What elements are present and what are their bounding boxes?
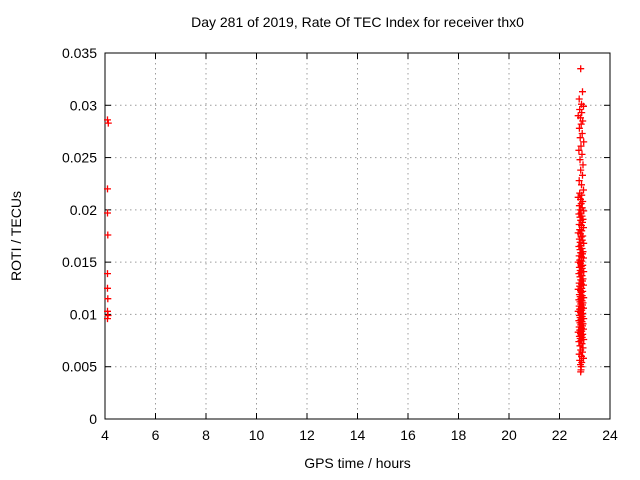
x-tick-label: 4: [101, 427, 109, 443]
y-tick-label: 0.03: [70, 97, 97, 113]
x-tick-label: 20: [501, 427, 517, 443]
y-tick-label: 0.01: [70, 306, 97, 322]
y-tick-label: 0: [89, 411, 97, 427]
x-tick-label: 24: [602, 427, 618, 443]
scatter-points: [574, 65, 588, 376]
scatter-points: [104, 116, 112, 323]
x-tick-label: 16: [400, 427, 416, 443]
x-tick-label: 6: [152, 427, 160, 443]
y-tick-label: 0.025: [62, 150, 97, 166]
x-tick-label: 14: [350, 427, 366, 443]
y-tick-label: 0.015: [62, 254, 97, 270]
x-tick-label: 10: [249, 427, 265, 443]
y-tick-label: 0.02: [70, 202, 97, 218]
x-tick-label: 22: [552, 427, 568, 443]
chart-title: Day 281 of 2019, Rate Of TEC Index for r…: [191, 14, 524, 30]
x-tick-label: 8: [202, 427, 210, 443]
x-tick-label: 12: [299, 427, 315, 443]
y-tick-label: 0.005: [62, 359, 97, 375]
x-axis-label: GPS time / hours: [304, 455, 411, 471]
x-tick-label: 18: [451, 427, 467, 443]
y-tick-label: 0.035: [62, 45, 97, 61]
